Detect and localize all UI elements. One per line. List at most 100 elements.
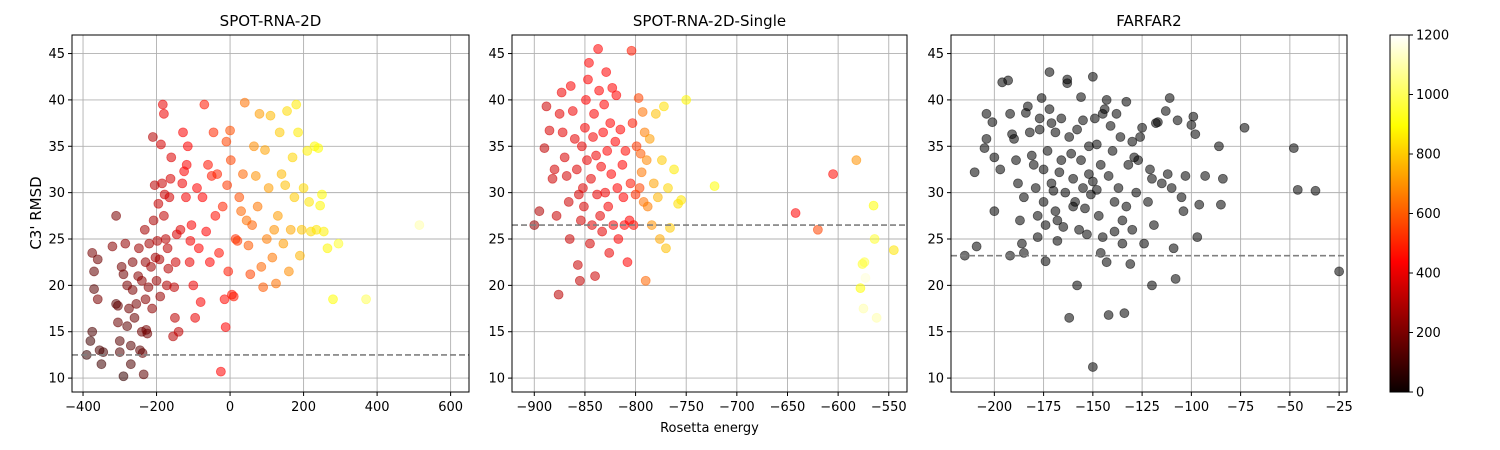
scatter-point bbox=[681, 95, 692, 105]
scatter-point bbox=[1117, 238, 1128, 249]
scatter-point bbox=[210, 210, 221, 221]
scatter-point bbox=[249, 141, 259, 152]
scatter-point bbox=[1064, 132, 1075, 142]
scatter-point bbox=[1162, 169, 1173, 179]
scatter-point bbox=[146, 261, 156, 272]
colorbar-tick-label: 200 bbox=[1416, 326, 1441, 341]
scatter-point bbox=[222, 180, 233, 191]
scatter-point bbox=[1143, 197, 1153, 207]
scatter-point bbox=[192, 183, 202, 193]
xticks-panel-1: −400 −200 0 200 400 600 bbox=[65, 392, 463, 415]
scatter-point bbox=[1076, 155, 1086, 166]
scatter-point bbox=[1062, 78, 1073, 89]
x-tick-label: −25 bbox=[1325, 400, 1352, 415]
scatter-point bbox=[1214, 141, 1224, 152]
scatter-point bbox=[1048, 185, 1059, 196]
scatter-point bbox=[120, 238, 131, 249]
scatter-point bbox=[199, 99, 210, 110]
scatter-point bbox=[298, 183, 309, 193]
scatter-point bbox=[143, 282, 154, 293]
scatter-point bbox=[575, 215, 586, 226]
scatter-point bbox=[617, 159, 628, 170]
scatter-point bbox=[709, 181, 720, 192]
points-panel-1 bbox=[81, 97, 425, 382]
scatter-point bbox=[134, 243, 144, 254]
scatter-point bbox=[971, 241, 982, 252]
scatter-point bbox=[1109, 226, 1120, 237]
scatter-point bbox=[153, 198, 164, 209]
scatter-point bbox=[1046, 118, 1057, 128]
scatter-point bbox=[1105, 120, 1116, 131]
scatter-point bbox=[219, 294, 230, 305]
scatter-point bbox=[234, 192, 245, 203]
scatter-point bbox=[1072, 124, 1082, 135]
scatter-point bbox=[676, 195, 687, 205]
scatter-point bbox=[272, 210, 283, 221]
scatter-point bbox=[1097, 232, 1108, 243]
scatter-point bbox=[871, 312, 882, 323]
scatter-point bbox=[269, 224, 280, 235]
scatter-point bbox=[1091, 139, 1102, 150]
scatter-point bbox=[127, 285, 138, 295]
x-tick-label: −125 bbox=[1124, 400, 1160, 415]
scatter-point bbox=[1190, 129, 1201, 140]
scatter-point bbox=[644, 133, 655, 144]
scatter-point bbox=[87, 326, 98, 337]
scatter-point bbox=[164, 192, 175, 203]
scatter-point bbox=[1103, 310, 1114, 320]
scatter-point bbox=[247, 220, 258, 230]
scatter-point bbox=[92, 294, 103, 305]
scatter-point bbox=[250, 171, 261, 181]
scatter-point bbox=[138, 369, 149, 380]
scatter-point bbox=[1178, 206, 1189, 217]
title-panel-2: SPOT-RNA-2D-Single bbox=[633, 12, 786, 30]
y-tick-label: 20 bbox=[488, 279, 505, 294]
scatter-point bbox=[208, 127, 219, 138]
scatter-point bbox=[293, 127, 303, 138]
scatter-point bbox=[1032, 210, 1043, 221]
scatter-point bbox=[656, 155, 667, 166]
scatter-point bbox=[569, 133, 580, 144]
scatter-point bbox=[267, 252, 278, 263]
scatter-point bbox=[136, 275, 147, 286]
scatter-point bbox=[1139, 238, 1149, 249]
yticks-panel-1: 10 15 20 25 30 35 40 45 bbox=[48, 47, 72, 387]
scatter-point bbox=[1103, 171, 1114, 181]
scatter-point bbox=[1040, 256, 1051, 267]
points-panel-3 bbox=[959, 67, 1345, 372]
scatter-point bbox=[613, 234, 624, 244]
scatter-point bbox=[622, 257, 633, 268]
scatter-point bbox=[1099, 104, 1110, 115]
scatter-point bbox=[148, 215, 159, 226]
scatter-point bbox=[790, 208, 801, 218]
scatter-point bbox=[154, 254, 165, 265]
axes-frame-panel-1 bbox=[71, 34, 470, 393]
scatter-point bbox=[1022, 101, 1033, 112]
scatter-point bbox=[596, 161, 607, 172]
y-tick-label: 35 bbox=[48, 140, 65, 155]
scatter-point bbox=[627, 118, 638, 128]
scatter-point bbox=[565, 81, 576, 91]
scatter-point bbox=[547, 173, 558, 184]
scatter-point bbox=[223, 266, 234, 277]
scatter-point bbox=[276, 169, 287, 179]
scatter-point bbox=[661, 243, 671, 254]
scatter-point bbox=[1109, 197, 1120, 207]
scatter-point bbox=[607, 82, 618, 93]
scatter-point bbox=[615, 124, 626, 135]
scatter-point bbox=[304, 197, 314, 207]
scatter-point bbox=[333, 238, 344, 249]
scatter-point bbox=[151, 275, 162, 286]
scatter-point bbox=[283, 266, 294, 277]
scatter-point bbox=[1052, 215, 1063, 226]
scatter-point bbox=[201, 226, 212, 237]
scatter-point bbox=[125, 340, 136, 351]
scatter-point bbox=[1060, 187, 1071, 198]
scatter-point bbox=[618, 192, 629, 203]
scatter-point bbox=[539, 143, 550, 154]
scatter-point bbox=[122, 321, 133, 332]
scatter-point bbox=[1052, 235, 1063, 246]
y-tick-label: 45 bbox=[927, 47, 944, 62]
colorbar-tick-label: 1200 bbox=[1416, 29, 1449, 44]
